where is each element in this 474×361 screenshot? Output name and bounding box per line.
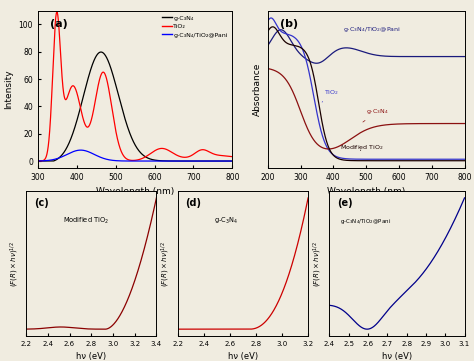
X-axis label: hν (eV): hν (eV) xyxy=(382,352,412,361)
X-axis label: hν (eV): hν (eV) xyxy=(228,352,258,361)
Y-axis label: $(F(R) \times h\nu)^{1/2}$: $(F(R) \times h\nu)^{1/2}$ xyxy=(8,240,20,287)
Text: (b): (b) xyxy=(280,18,298,29)
Y-axis label: $(F(R) \times h\nu)^{1/2}$: $(F(R) \times h\nu)^{1/2}$ xyxy=(311,240,324,287)
Text: g-C$_3$N$_4$: g-C$_3$N$_4$ xyxy=(214,216,238,226)
Text: TiO$_2$: TiO$_2$ xyxy=(322,88,338,102)
Text: Modified TiO$_2$: Modified TiO$_2$ xyxy=(340,143,383,152)
Text: g-C$_3$N$_4$/TiO$_2$@Pani: g-C$_3$N$_4$/TiO$_2$@Pani xyxy=(340,217,392,226)
Text: (e): (e) xyxy=(337,198,353,208)
Text: (c): (c) xyxy=(34,198,49,208)
X-axis label: hν (eV): hν (eV) xyxy=(76,352,106,361)
Y-axis label: Intensity: Intensity xyxy=(4,70,13,109)
Text: (d): (d) xyxy=(185,198,201,208)
Text: g-C$_3$N$_4$: g-C$_3$N$_4$ xyxy=(363,107,389,122)
X-axis label: Wavelength (nm): Wavelength (nm) xyxy=(327,187,405,196)
Text: (a): (a) xyxy=(50,18,67,29)
Text: g-C$_3$N$_4$/TiO$_2$@Pani: g-C$_3$N$_4$/TiO$_2$@Pani xyxy=(343,25,401,34)
Legend: g-C₃N₄, TiO₂, g-C₃N₄/TiO₂@Pani: g-C₃N₄, TiO₂, g-C₃N₄/TiO₂@Pani xyxy=(161,14,229,39)
Y-axis label: $(F(R) \times h\nu)^{1/2}$: $(F(R) \times h\nu)^{1/2}$ xyxy=(160,240,172,287)
Y-axis label: Absorbance: Absorbance xyxy=(253,63,262,116)
Text: Modified TiO$_2$: Modified TiO$_2$ xyxy=(63,216,109,226)
X-axis label: Wavelength (nm): Wavelength (nm) xyxy=(96,187,174,196)
